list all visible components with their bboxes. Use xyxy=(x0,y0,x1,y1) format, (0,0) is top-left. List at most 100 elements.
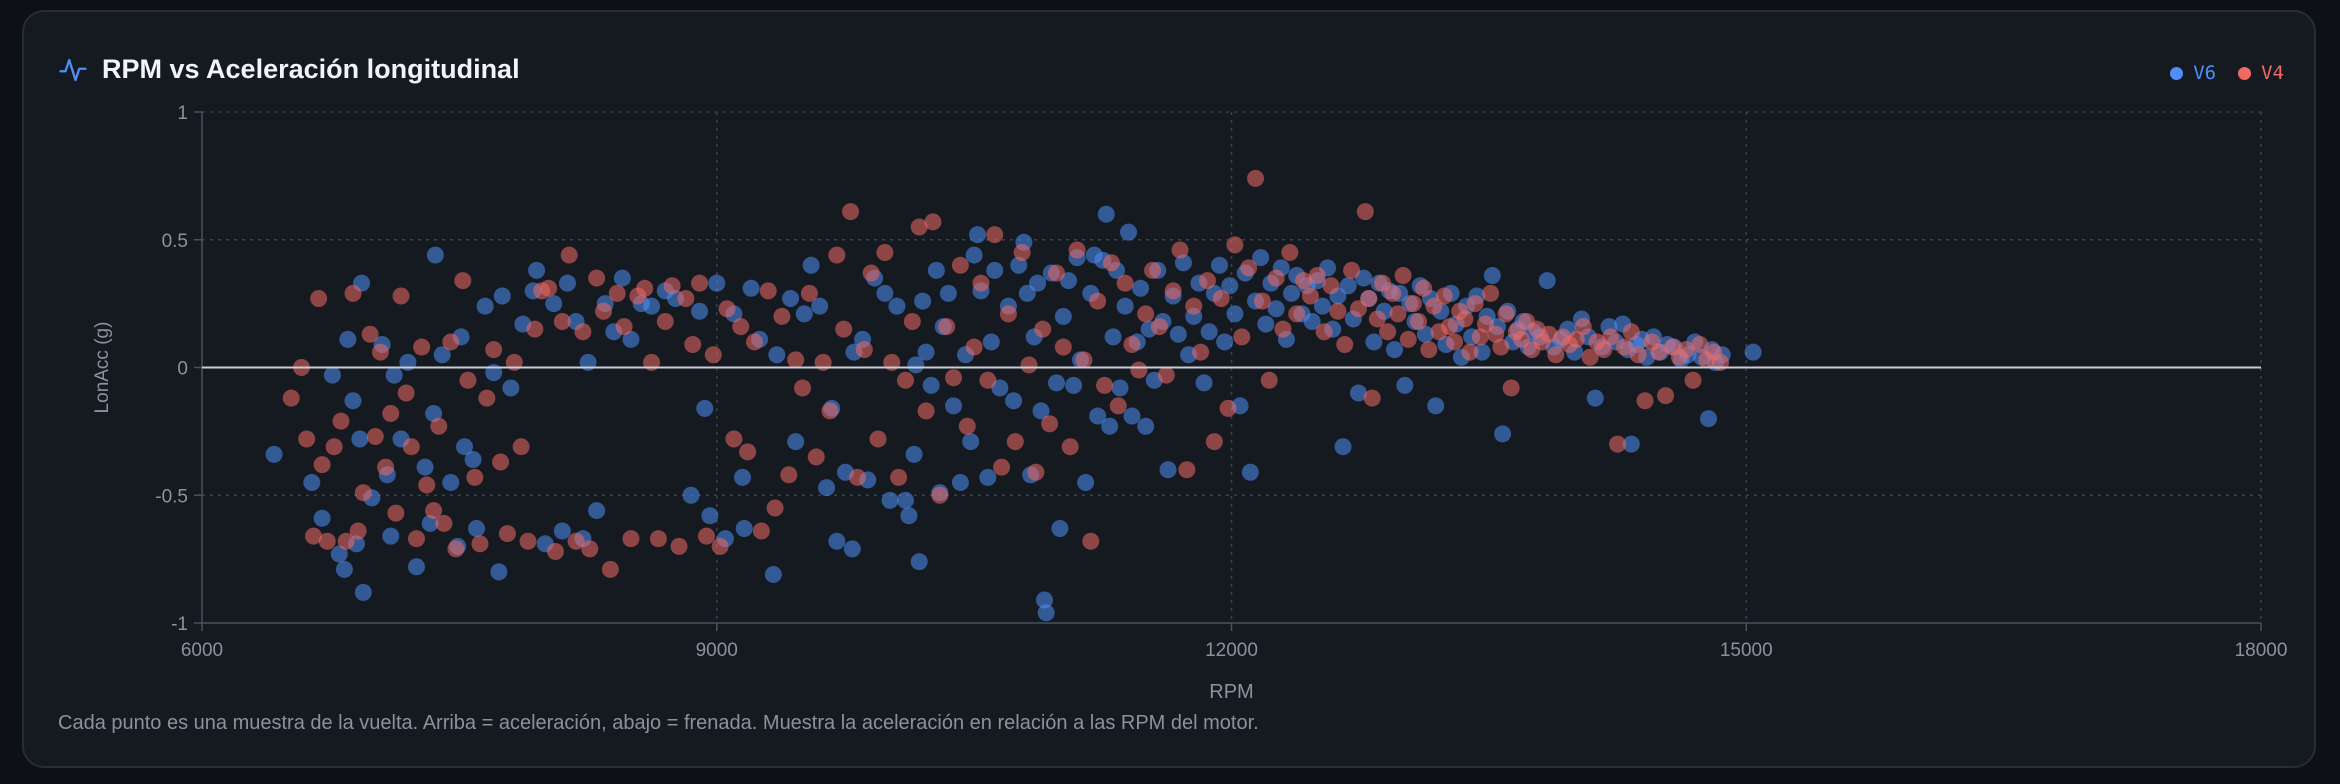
data-point-v4 xyxy=(1082,532,1100,550)
data-point-v4 xyxy=(1144,261,1162,279)
data-point-v4 xyxy=(684,336,702,354)
data-point-v4 xyxy=(1440,318,1458,336)
data-point-v4 xyxy=(1068,241,1086,259)
data-point-v6 xyxy=(701,507,719,525)
data-point-v6 xyxy=(1077,473,1095,491)
data-point-v4 xyxy=(1399,330,1417,348)
data-point-v6 xyxy=(1005,392,1023,410)
data-point-v4 xyxy=(1288,305,1306,323)
data-point-v4 xyxy=(1677,341,1695,359)
data-point-v6 xyxy=(1226,305,1244,323)
data-point-v4 xyxy=(1446,333,1464,351)
data-point-v6 xyxy=(643,297,661,315)
data-point-v4 xyxy=(835,320,853,338)
data-point-v4 xyxy=(1219,399,1237,417)
data-point-v6 xyxy=(468,519,486,537)
data-point-v6 xyxy=(1416,325,1434,343)
data-point-v6 xyxy=(1032,402,1050,420)
data-point-v4 xyxy=(1394,267,1412,285)
data-point-v4 xyxy=(471,535,489,553)
data-point-v4 xyxy=(615,318,633,336)
legend-label-v6: V6 xyxy=(2193,62,2217,84)
data-point-v6 xyxy=(764,565,782,583)
data-point-v6 xyxy=(979,468,997,486)
data-point-v6 xyxy=(1538,272,1556,290)
data-point-v4 xyxy=(430,417,448,435)
data-point-v4 xyxy=(1482,284,1500,302)
data-point-v4 xyxy=(1622,323,1640,341)
chart-caption: Cada punto es una muestra de la vuelta. … xyxy=(58,712,1259,734)
data-point-v4 xyxy=(1109,397,1127,415)
data-point-v4 xyxy=(1384,284,1402,302)
data-point-v4 xyxy=(1212,290,1230,308)
data-point-v6 xyxy=(1334,438,1352,456)
legend-item-v4[interactable]: V4 xyxy=(2238,62,2284,84)
data-point-v6 xyxy=(1267,300,1285,318)
x-tick-label: 18000 xyxy=(2235,640,2288,661)
y-axis-label: LonAcc (g) xyxy=(92,322,113,414)
data-point-v4 xyxy=(1281,244,1299,262)
data-point-v6 xyxy=(811,297,829,315)
data-point-v6 xyxy=(1054,307,1072,325)
data-point-v4 xyxy=(910,218,928,236)
data-point-v4 xyxy=(1435,287,1453,305)
data-point-v6 xyxy=(907,356,925,374)
data-point-v4 xyxy=(1157,366,1175,384)
data-point-v4 xyxy=(1185,297,1203,315)
data-point-v6 xyxy=(1283,284,1301,302)
data-point-v6 xyxy=(888,297,906,315)
data-point-v4 xyxy=(1137,305,1155,323)
data-point-v6 xyxy=(1396,376,1414,394)
data-point-v6 xyxy=(1195,374,1213,392)
data-point-v4 xyxy=(1466,295,1484,313)
data-point-v6 xyxy=(335,560,353,578)
data-point-v4 xyxy=(704,346,722,364)
data-point-v6 xyxy=(1051,519,1069,537)
data-point-v6 xyxy=(493,287,511,305)
data-point-v4 xyxy=(1322,277,1340,295)
data-point-v4 xyxy=(1034,320,1052,338)
data-point-v4 xyxy=(546,542,564,560)
data-point-v4 xyxy=(759,282,777,300)
data-point-v4 xyxy=(1336,336,1354,354)
data-point-v4 xyxy=(945,369,963,387)
data-point-v4 xyxy=(349,522,367,540)
data-point-v6 xyxy=(922,376,940,394)
y-tick-label: 0 xyxy=(177,359,188,380)
data-point-v6 xyxy=(917,343,935,361)
data-point-v6 xyxy=(900,507,918,525)
data-point-v4 xyxy=(1602,328,1620,346)
data-point-v4 xyxy=(567,532,585,550)
data-point-v4 xyxy=(425,502,443,520)
data-point-v6 xyxy=(876,284,894,302)
legend-item-v6[interactable]: V6 xyxy=(2170,62,2216,84)
data-point-v6 xyxy=(1427,397,1445,415)
data-point-v4 xyxy=(454,272,472,290)
data-point-v4 xyxy=(1389,305,1407,323)
data-point-v4 xyxy=(1061,438,1079,456)
data-point-v6 xyxy=(1120,223,1138,241)
data-point-v4 xyxy=(1116,274,1134,292)
data-point-v4 xyxy=(305,527,323,545)
data-point-v6 xyxy=(464,450,482,468)
data-point-v4 xyxy=(1315,323,1333,341)
data-point-v6 xyxy=(1169,325,1187,343)
data-point-v6 xyxy=(735,519,753,537)
data-point-v6 xyxy=(982,333,1000,351)
data-point-v4 xyxy=(766,499,784,517)
data-point-v4 xyxy=(931,486,949,504)
data-point-v4 xyxy=(1247,169,1265,187)
data-point-v6 xyxy=(768,346,786,364)
data-point-v6 xyxy=(843,540,861,558)
data-point-v4 xyxy=(418,476,436,494)
data-point-v6 xyxy=(1221,277,1239,295)
data-point-v4 xyxy=(1027,463,1045,481)
data-point-v6 xyxy=(1313,297,1331,315)
data-point-v4 xyxy=(800,284,818,302)
data-point-v4 xyxy=(1609,435,1627,453)
data-point-v4 xyxy=(1487,325,1505,343)
data-point-v4 xyxy=(1684,371,1702,389)
data-point-v6 xyxy=(407,558,425,576)
data-point-v4 xyxy=(1130,361,1148,379)
data-point-v4 xyxy=(1150,318,1168,336)
